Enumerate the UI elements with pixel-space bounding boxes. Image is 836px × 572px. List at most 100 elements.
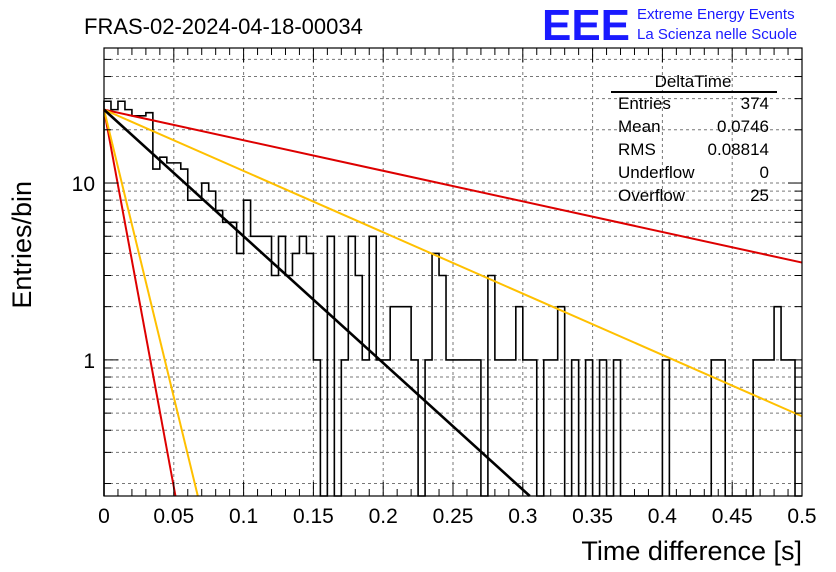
histogram-bin [376,360,383,496]
histogram-bin [544,360,551,496]
histogram-bin [774,307,781,496]
histogram-bin [369,236,376,496]
x-tick-label: 0.5 [787,505,816,528]
histogram-bin [313,360,320,496]
grid [104,48,802,496]
stats-title: DeltaTime [655,72,732,91]
histogram-bin [292,253,299,496]
x-tick-label: 0.05 [153,505,194,528]
fit-lines [103,108,803,497]
plot-frame [103,47,803,497]
histogram-bin [118,101,125,496]
histogram-bin [223,222,230,496]
histogram-bin [614,360,621,496]
x-tick-label: 0 [98,505,110,528]
y-tick-label: 1 [83,350,95,373]
axes: 0 0.05 0.1 0.15 0.2 0.25 0.3 0.35 0.4 0.45 0.5 1 10 [72,47,817,528]
histogram-bin [446,360,453,496]
histogram-bin [167,163,174,496]
stats-label: Entries [618,94,671,113]
histogram-bin [188,200,195,496]
stats-value: 0 [760,163,769,182]
x-tick-label: 0.25 [433,505,474,528]
x-tick-label: 0.15 [293,505,334,528]
histogram-bin [195,200,202,496]
x-tick-label: 0.35 [572,505,613,528]
histogram-bin [781,360,788,496]
histogram-bin [551,360,558,496]
stats-label: RMS [618,140,656,159]
histogram-bin [362,360,369,496]
stats-box: DeltaTime Entries 374 Mean 0.0746 RMS 0.08814 U… [611,72,777,205]
histogram-bin [306,253,313,496]
logo-line-1: Extreme Energy Events [637,6,795,23]
histogram-bin [348,236,355,496]
eee-logo-mark: EEE [542,1,630,50]
histogram-bin [662,360,669,496]
x-tick-label: 0.3 [508,505,537,528]
histogram-bin [174,163,181,496]
histogram-bin [355,276,362,496]
histogram-bin [383,360,390,496]
histogram-bin [216,210,223,496]
histogram-bin [509,360,516,496]
histogram-bin [558,307,565,496]
histogram-bin [132,116,139,496]
histogram-bin [711,360,718,496]
fit-line [103,108,803,418]
histogram-bin [209,191,216,496]
y-axis-label: Entries/bin [7,181,37,309]
histogram-bin [125,110,132,496]
x-tick-label: 0.45 [712,505,753,528]
histogram-bin [299,236,306,496]
histogram-bin [439,276,446,496]
stats-value: 25 [750,186,769,205]
fit-line [103,108,803,264]
histogram-bin [397,307,404,496]
histogram-bin [390,307,397,496]
stats-value: 0.08814 [708,140,769,159]
histogram-bin [230,222,237,496]
histogram-bin [411,360,418,496]
x-tick-label: 0.2 [369,505,398,528]
histogram-bin [523,360,530,496]
histogram-bin [327,236,334,496]
eee-logo: EEE Extreme Energy Events La Scienza nel… [542,1,797,50]
stats-label: Mean [618,117,661,136]
x-tick-label: 0.1 [229,505,258,528]
histogram-bin [767,360,774,496]
histogram-bin [467,360,474,496]
histogram-bin [237,253,244,496]
histogram-bin [104,101,111,496]
histogram-bin [279,236,286,496]
stats-value: 374 [741,94,769,113]
histogram-bin [753,360,760,496]
histogram-bin [586,360,593,496]
logo-line-2: La Scienza nelle Scuole [637,26,797,43]
histogram-bin [530,360,537,496]
histogram-bin [244,200,251,496]
histogram-bin [600,360,607,496]
histogram-bin [460,360,467,496]
histogram-bin [341,360,348,496]
x-axis-label: Time difference [s] [581,536,802,566]
y-tick-label: 10 [72,173,95,196]
histogram-bin [432,253,439,496]
histogram-bin [404,307,411,496]
histogram-bin [572,360,579,496]
histogram-bin [265,236,272,496]
histogram-bin [425,360,432,496]
stats-value: 0.0746 [717,117,769,136]
fit-line [103,109,177,497]
fit-line [103,108,531,497]
x-tick-label: 0.4 [648,505,678,528]
histogram-bin [516,307,523,496]
histogram-bars [103,100,802,497]
histogram-bin [272,276,279,496]
histogram-bin [760,360,767,496]
stats-label: Overflow [618,186,686,205]
histogram-bin [285,276,292,496]
fit-line [103,109,199,497]
histogram-bin [202,183,209,496]
